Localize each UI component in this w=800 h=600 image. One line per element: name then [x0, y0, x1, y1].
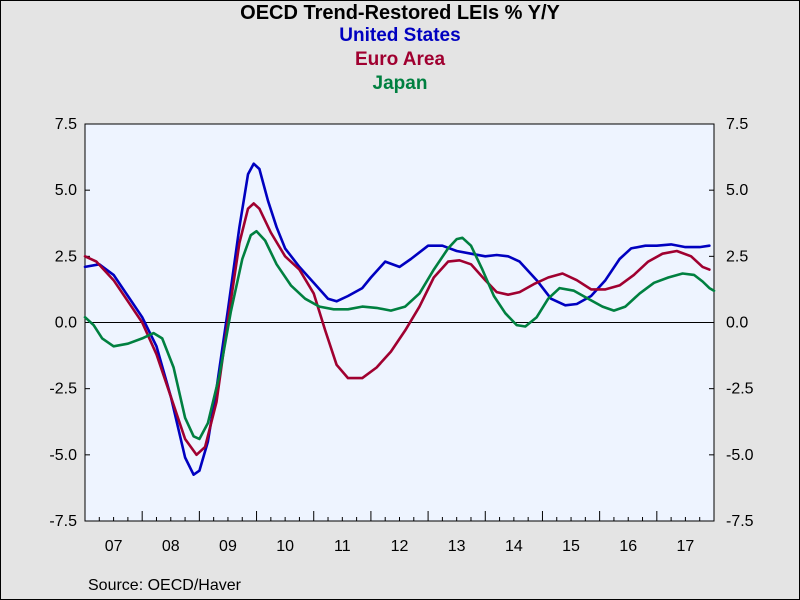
- y-tick-label-left: -2.5: [49, 381, 77, 398]
- y-tick-label-right: 0.0: [726, 315, 748, 332]
- x-tick-label: 15: [562, 538, 580, 555]
- y-tick-label-left: -7.5: [49, 513, 77, 530]
- x-tick-label: 11: [334, 538, 351, 555]
- x-tick-label: 17: [677, 538, 695, 555]
- legend-united-states: United States: [339, 25, 461, 46]
- source-note: Source: OECD/Haver: [88, 577, 241, 594]
- y-tick-label-right: 2.5: [726, 248, 748, 265]
- series-line-japan: [83, 229, 716, 441]
- legend-euro-area: Euro Area: [354, 49, 446, 70]
- y-tick-label-left: 5.0: [55, 182, 77, 199]
- y-tick-label-left: -5.0: [49, 447, 77, 464]
- x-tick-label: 09: [219, 538, 237, 555]
- y-tick-label-left: 7.5: [55, 116, 77, 133]
- x-tick-label: 08: [162, 538, 180, 555]
- y-tick-label-left: 2.5: [55, 248, 77, 265]
- x-tick-label: 12: [391, 538, 409, 555]
- x-tick-label: 16: [619, 538, 637, 555]
- x-tick-label: 13: [448, 538, 466, 555]
- y-tick-label-right: 7.5: [726, 116, 748, 133]
- y-tick-label-right: -7.5: [726, 513, 754, 530]
- series-line-euro-area: [83, 202, 711, 457]
- y-tick-label-right: -2.5: [726, 381, 754, 398]
- legend-japan: Japan: [372, 73, 428, 94]
- y-tick-label-right: 5.0: [726, 182, 748, 199]
- x-tick-label: 07: [105, 538, 123, 555]
- title-block: OECD Trend-Restored LEIs % Y/Y United St…: [0, 0, 800, 96]
- y-tick-label-left: 0.0: [55, 315, 77, 332]
- x-tick-label: 10: [276, 538, 294, 555]
- chart-title: OECD Trend-Restored LEIs % Y/Y: [240, 2, 560, 24]
- y-tick-label-right: -5.0: [726, 447, 754, 464]
- x-tick-label: 14: [505, 538, 523, 555]
